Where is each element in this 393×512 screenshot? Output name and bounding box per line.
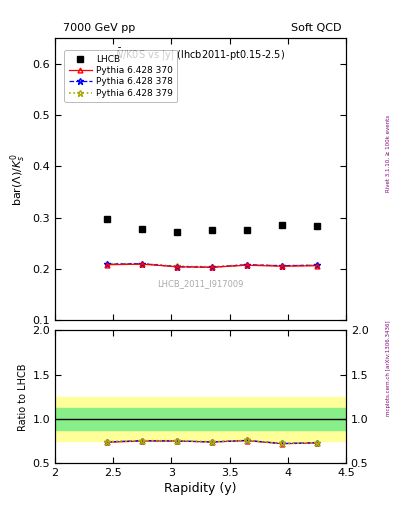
Text: Soft QCD: Soft QCD [292,23,342,33]
Y-axis label: Ratio to LHCB: Ratio to LHCB [18,363,28,431]
Pythia 6.428 379 [175,263,180,269]
Pythia 6.428 378 [210,264,215,270]
Line: LHCB: LHCB [104,215,320,236]
Text: $\bar{N}$/K0S vs |y| (lhcb2011-pt0.15-2.5): $\bar{N}$/K0S vs |y| (lhcb2011-pt0.15-2.… [116,47,285,63]
Pythia 6.428 370 [279,263,284,269]
LHCB [175,229,180,235]
Pythia 6.428 378 [175,264,180,270]
Pythia 6.428 379 [210,264,215,270]
Pythia 6.428 370 [105,262,110,268]
Pythia 6.428 379 [279,263,284,269]
Pythia 6.428 378 [279,263,284,269]
LHCB [279,222,284,228]
Text: Rivet 3.1.10, ≥ 100k events: Rivet 3.1.10, ≥ 100k events [386,115,391,192]
LHCB [314,223,319,229]
Pythia 6.428 370 [175,264,180,270]
LHCB [244,227,249,233]
Pythia 6.428 370 [210,264,215,270]
Pythia 6.428 379 [105,261,110,267]
Pythia 6.428 378 [244,262,249,268]
Line: Pythia 6.428 379: Pythia 6.428 379 [104,261,320,270]
X-axis label: Rapidity (y): Rapidity (y) [164,482,237,496]
LHCB [105,216,110,222]
Text: mcplots.cern.ch [arXiv:1306.3436]: mcplots.cern.ch [arXiv:1306.3436] [386,321,391,416]
LHCB [140,226,145,232]
LHCB [210,227,215,233]
Text: 7000 GeV pp: 7000 GeV pp [63,23,135,33]
Bar [55,397,346,441]
Pythia 6.428 370 [314,263,319,269]
Pythia 6.428 379 [140,261,145,267]
Pythia 6.428 378 [314,262,319,268]
Legend: LHCB, Pythia 6.428 370, Pythia 6.428 378, Pythia 6.428 379: LHCB, Pythia 6.428 370, Pythia 6.428 378… [64,51,177,102]
Line: Pythia 6.428 370: Pythia 6.428 370 [105,262,319,270]
Text: LHCB_2011_I917009: LHCB_2011_I917009 [157,279,244,288]
Pythia 6.428 370 [140,261,145,267]
Pythia 6.428 379 [244,262,249,268]
Pythia 6.428 378 [140,261,145,267]
Line: Pythia 6.428 378: Pythia 6.428 378 [104,261,320,270]
Pythia 6.428 370 [244,262,249,268]
Pythia 6.428 378 [105,261,110,267]
Bar [55,409,346,430]
Pythia 6.428 379 [314,262,319,268]
Y-axis label: bar($\Lambda$)/$K^0_s$: bar($\Lambda$)/$K^0_s$ [9,153,28,206]
